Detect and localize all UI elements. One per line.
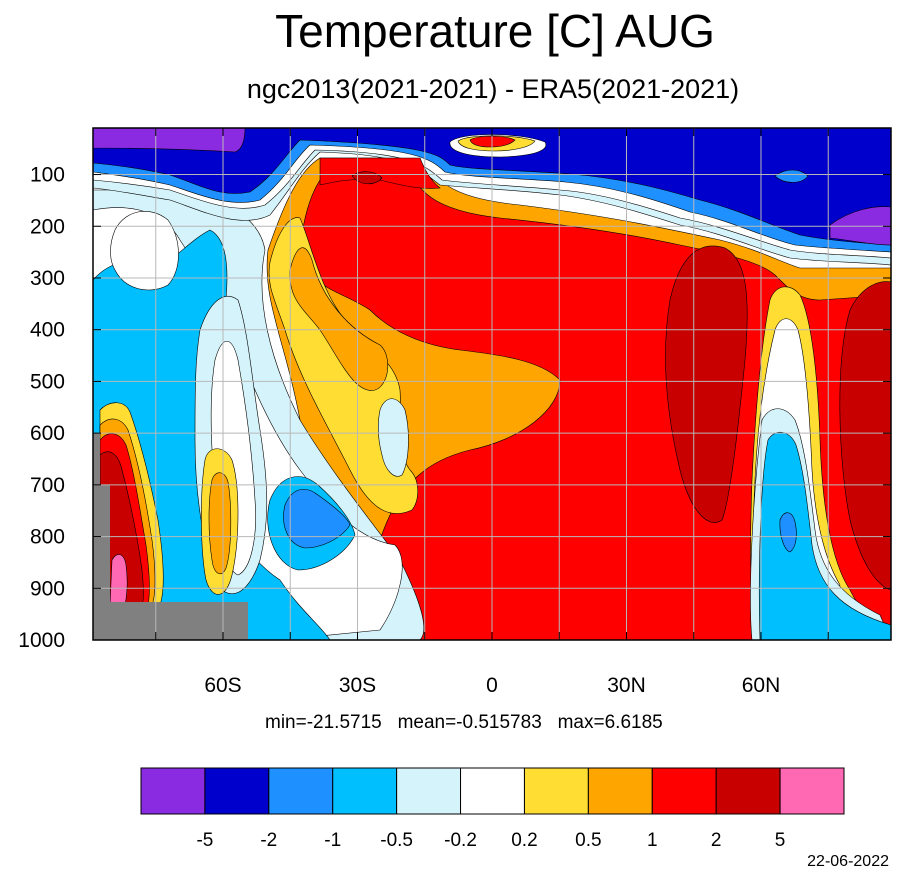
x-tick-label: 30N [607,674,646,697]
y-tick-label: 100 [30,164,65,187]
stat-mean: mean=-0.515783 [397,712,542,733]
grid-lines [93,128,891,641]
colorbar-tick-label: -0.2 [444,830,477,851]
colorbar-tick-label: 5 [775,830,786,851]
chart-subtitle: ngc2013(2021-2021) - ERA5(2021-2021) [246,74,740,104]
colorbar-tick-label: -1 [324,830,341,851]
x-axis: 60S 30S 0 30N 60N [155,128,829,697]
darkred-blob-30n [665,245,748,523]
stat-max: max=6.6185 [557,712,663,733]
colorbar-tick-label: 0.2 [511,830,537,851]
darkred-blob-north [839,281,891,591]
dodgerblue-patch-strato [774,169,809,183]
y-tick-label: 600 [30,422,65,445]
x-tick-label: 0 [486,674,498,697]
contour-fields [93,128,891,640]
y-tick-label: 300 [30,267,65,290]
colorbar-swatch [587,767,653,815]
stats-line: min=-21.5715 mean=-0.515783 max=6.6185 [265,712,663,734]
chart-title: Temperature [C] AUG [275,5,715,57]
y-tick-label: 1000 [18,629,65,652]
x-tick-label: 60S [204,674,241,697]
lightblue-pocket-20s [377,398,409,477]
x-tick-label: 30S [339,674,376,697]
colorbar: -5 -2 -1 -0.5 -0.2 0.2 0.5 1 2 5 [140,767,845,851]
x-tick-label: 60N [742,674,781,697]
colorbar-swatch [715,767,781,815]
y-tick-label: 700 [30,474,65,497]
colorbar-swatch [268,767,334,815]
dodgerblue-pocket-65n [779,512,797,553]
missing-data-antarctica [93,433,248,640]
purple-strato-southpole [93,128,246,153]
colorbar-swatch [140,767,206,815]
colorbar-swatch [396,767,462,815]
colorbar-tick-label: -5 [196,830,213,851]
colorbar-tick-label: 1 [647,830,658,851]
y-axis: 100 200 300 400 500 600 700 800 900 1000 [18,164,891,652]
darkred-column-80s [99,451,144,606]
stat-min: min=-21.5715 [265,712,382,733]
y-tick-label: 800 [30,526,65,549]
colorbar-tick-label: -0.5 [380,830,413,851]
y-tick-label: 400 [30,319,65,342]
orange-pocket-50s [208,472,232,575]
colorbar-tick-label: 0.5 [575,830,601,851]
colorbar-tick-label: 2 [711,830,722,851]
colorbar-swatch [523,767,589,815]
y-tick-label: 900 [30,577,65,600]
colorbar-swatch [651,767,717,815]
date-stamp: 22-06-2022 [807,853,889,870]
colorbar-swatch [332,767,398,815]
orange-tongue-south [289,247,388,391]
blue-strato [93,128,891,246]
white-pocket-60s [110,211,179,291]
pink-pocket-80s [109,554,128,606]
y-tick-label: 500 [30,370,65,393]
y-tick-label: 200 [30,215,65,238]
colorbar-swatch [779,767,845,815]
colorbar-tick-label: -2 [260,830,277,851]
red-patch-tropopause [319,157,441,189]
colorbar-swatch [460,767,525,815]
dodgerblue-pocket-40s [283,488,351,549]
colorbar-swatch [204,767,270,815]
